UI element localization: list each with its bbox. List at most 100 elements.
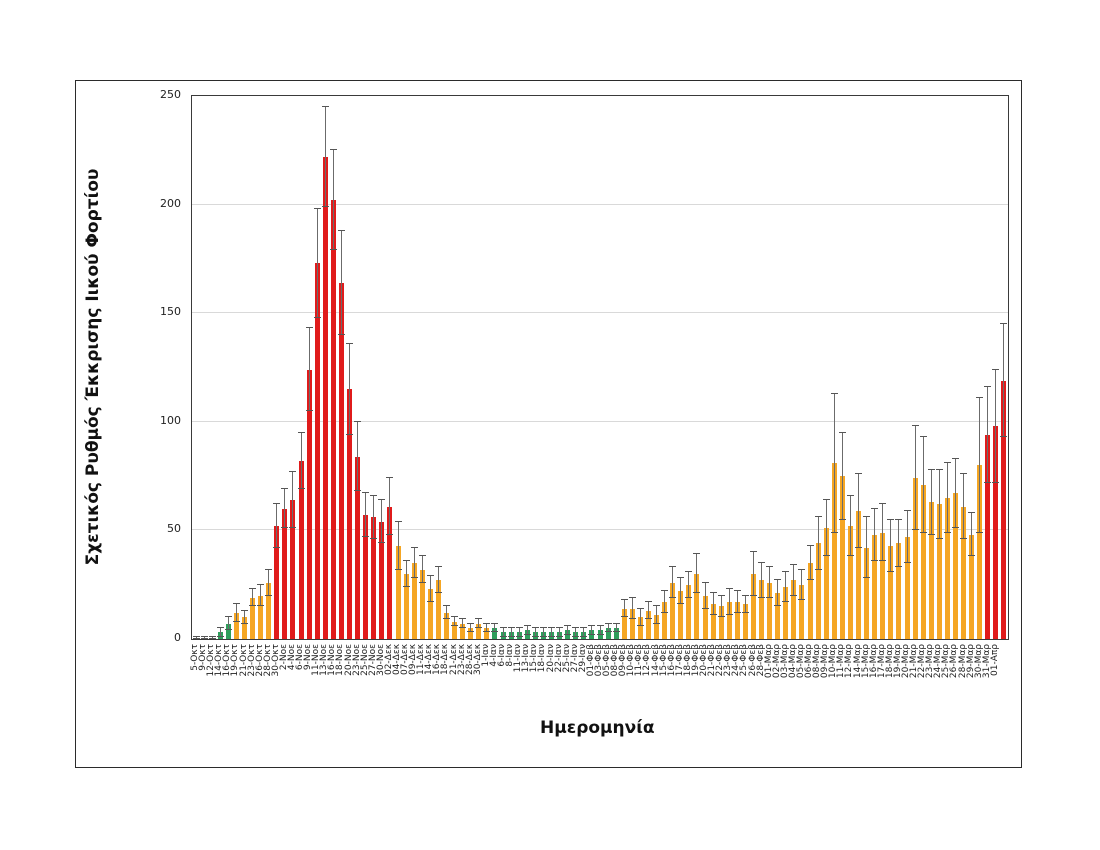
bar <box>961 506 967 639</box>
error-cap <box>459 627 467 629</box>
error-cap <box>887 570 895 572</box>
error-cap <box>491 622 499 624</box>
error-cap <box>919 436 927 438</box>
error-cap <box>467 631 475 633</box>
error-cap <box>451 624 459 626</box>
bar <box>452 621 458 639</box>
error-cap <box>701 581 709 583</box>
bar <box>839 476 845 639</box>
error-cap <box>895 566 903 568</box>
gridline <box>192 203 1008 205</box>
error-cap <box>362 535 370 537</box>
bar <box>524 630 530 639</box>
error-cap <box>580 627 588 629</box>
error-cap <box>216 635 224 637</box>
error-cap <box>879 559 887 561</box>
error-cap <box>200 638 208 639</box>
error-bar <box>235 604 237 622</box>
error-cap <box>329 249 337 251</box>
error-cap <box>548 635 556 637</box>
error-cap <box>257 583 265 585</box>
error-cap <box>620 598 628 600</box>
bar <box>435 580 441 639</box>
error-cap <box>442 605 450 607</box>
error-bar <box>462 619 464 629</box>
error-cap <box>507 627 515 629</box>
bar <box>791 580 797 639</box>
bar <box>912 478 918 639</box>
error-cap <box>354 420 362 422</box>
error-cap <box>612 631 620 633</box>
bar <box>969 534 975 639</box>
error-bar <box>664 591 666 613</box>
bar <box>847 526 853 639</box>
bar <box>977 465 983 639</box>
error-bar <box>413 547 415 579</box>
error-bar <box>785 571 787 603</box>
error-cap <box>960 538 968 540</box>
error-bar <box>971 513 973 557</box>
error-cap <box>717 616 725 618</box>
bar <box>476 623 482 639</box>
error-cap <box>782 601 790 603</box>
error-cap <box>588 624 596 626</box>
error-bar <box>930 469 932 535</box>
error-cap <box>273 503 281 505</box>
bar <box>419 569 425 639</box>
error-bar <box>720 595 722 618</box>
error-bar <box>526 625 528 635</box>
error-bar <box>252 589 254 607</box>
error-cap <box>774 579 782 581</box>
bar <box>427 589 433 639</box>
error-bar <box>688 571 690 598</box>
error-cap <box>507 635 515 637</box>
error-cap <box>224 616 232 618</box>
error-cap <box>499 627 507 629</box>
bar <box>985 434 991 639</box>
error-cap <box>733 590 741 592</box>
error-cap <box>313 316 321 318</box>
error-bar <box>211 636 213 639</box>
error-cap <box>911 425 919 427</box>
error-bar <box>365 493 367 537</box>
error-cap <box>1000 323 1008 325</box>
error-bar <box>349 343 351 435</box>
bar <box>952 493 958 639</box>
error-bar <box>607 623 609 633</box>
error-bar <box>979 397 981 533</box>
bar <box>726 602 732 639</box>
error-bar <box>437 567 439 594</box>
error-bar <box>502 628 504 637</box>
y-tick-label: 200 <box>160 196 181 210</box>
bar <box>702 595 708 639</box>
error-cap <box>669 596 677 598</box>
bar <box>734 602 740 639</box>
bar <box>363 515 369 639</box>
error-cap <box>216 627 224 629</box>
error-cap <box>418 555 426 557</box>
bar <box>872 534 878 639</box>
bar <box>492 628 498 639</box>
y-tick-label: 150 <box>160 305 181 319</box>
error-cap <box>790 564 798 566</box>
error-cap <box>822 499 830 500</box>
error-cap <box>927 533 935 535</box>
error-cap <box>451 616 459 618</box>
error-bar <box>300 432 302 490</box>
error-cap <box>434 566 442 568</box>
error-cap <box>806 544 814 546</box>
error-cap <box>346 433 354 435</box>
error-cap <box>951 457 959 459</box>
error-bar <box>744 595 746 613</box>
bar <box>831 463 837 639</box>
error-cap <box>774 605 782 607</box>
error-cap <box>370 494 378 496</box>
bar <box>443 612 449 639</box>
error-cap <box>297 431 305 433</box>
error-cap <box>677 603 685 605</box>
error-cap <box>596 624 604 626</box>
bar <box>670 582 676 639</box>
error-cap <box>758 561 766 563</box>
x-tick-label: 01-Απρ <box>989 644 1000 676</box>
error-bar <box>534 628 536 637</box>
